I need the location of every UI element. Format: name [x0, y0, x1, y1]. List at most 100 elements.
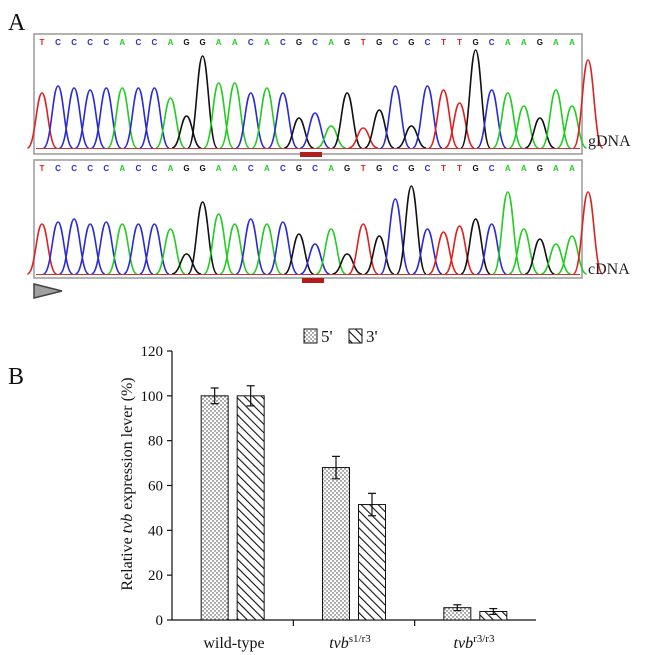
base-call: A	[168, 38, 174, 47]
base-call: A	[553, 164, 559, 173]
y-tick-label: 20	[148, 568, 163, 584]
trace-peak	[476, 89, 508, 149]
trace-peak	[26, 92, 58, 149]
base-call: C	[87, 164, 93, 173]
trace-peak	[90, 87, 122, 149]
base-call: C	[248, 164, 254, 173]
base-call: G	[376, 164, 382, 173]
trace-peak	[364, 235, 395, 275]
y-tick-label: 40	[148, 523, 163, 539]
bar-3p	[358, 504, 386, 621]
panel-a-label: A	[8, 10, 26, 36]
trace-peak	[219, 223, 251, 275]
base-call: G	[408, 164, 414, 173]
legend-label-3p: 3'	[366, 327, 378, 346]
base-call: A	[569, 164, 575, 173]
trace-peak	[444, 102, 475, 149]
trace-peak	[58, 87, 90, 149]
base-call: G	[473, 38, 479, 47]
trace-peak	[91, 221, 122, 275]
trace-peak	[122, 223, 154, 275]
base-call: G	[199, 38, 205, 47]
trace-peak	[300, 243, 331, 275]
y-axis-label: Relative tvb expression lever (%)	[119, 377, 136, 590]
base-call: C	[55, 164, 61, 173]
base-call: C	[489, 38, 495, 47]
y-tick-label: 80	[148, 434, 163, 450]
trace-peak	[540, 89, 572, 149]
trace-peak	[219, 82, 251, 149]
trace-peak	[476, 223, 508, 275]
trace-peak	[235, 218, 267, 275]
base-call: C	[103, 164, 109, 173]
trace-peak	[26, 223, 58, 275]
base-call: A	[216, 164, 222, 173]
base-call: G	[344, 164, 350, 173]
trace-peak	[316, 125, 346, 149]
base-call: C	[392, 164, 398, 173]
trace-peak	[187, 201, 219, 275]
trace-peak	[379, 198, 411, 275]
trace-peak	[58, 218, 90, 275]
trace-peak	[508, 228, 539, 275]
category-label-tvb-r3-r3: tvbr3/r3	[454, 633, 495, 652]
trace-peak	[396, 125, 427, 149]
base-call: A	[232, 38, 238, 47]
base-call: A	[264, 164, 270, 173]
trace-peak	[74, 223, 106, 275]
trace-peak	[139, 223, 170, 275]
base-call: T	[40, 164, 45, 173]
trace-peak	[203, 82, 235, 149]
base-call: T	[457, 164, 462, 173]
category-label-wild-type: wild-type	[203, 635, 264, 652]
base-call: A	[119, 164, 125, 173]
trace-peak	[460, 49, 492, 149]
base-call: C	[152, 38, 158, 47]
bar-5p	[200, 395, 229, 621]
base-call: T	[441, 164, 446, 173]
base-call: G	[183, 38, 189, 47]
base-call: G	[537, 164, 543, 173]
base-call: A	[168, 164, 174, 173]
base-call: G	[376, 38, 382, 47]
trace-peak	[251, 223, 283, 275]
base-call: C	[71, 164, 77, 173]
base-call: A	[216, 38, 222, 47]
y-tick-label: 100	[141, 389, 164, 405]
trace-peak	[572, 59, 604, 149]
trace-peak	[412, 228, 443, 275]
legend-swatch-3p	[348, 328, 363, 344]
trace-peak	[412, 85, 443, 149]
chart-legend: 5' 3'	[303, 327, 378, 346]
base-call: C	[489, 164, 495, 173]
trace-peak	[444, 225, 475, 275]
trace-peak	[106, 87, 138, 149]
base-call: T	[441, 38, 446, 47]
base-call: C	[135, 38, 141, 47]
play-triangle-icon	[33, 283, 63, 299]
trace-peak	[235, 92, 267, 149]
base-call: G	[296, 38, 302, 47]
trace-peak	[556, 105, 588, 149]
base-call: C	[312, 164, 318, 173]
base-call: C	[71, 38, 77, 47]
base-call: C	[425, 38, 431, 47]
trace-peak	[300, 112, 331, 149]
trace-peak	[155, 97, 186, 149]
base-call: C	[152, 164, 158, 173]
base-call: G	[344, 38, 350, 47]
gdna-mutation-marker	[300, 152, 322, 157]
base-call: G	[408, 38, 414, 47]
trace-peak	[540, 243, 571, 275]
bar-chart-bars	[200, 385, 508, 621]
category-label-tvb-s1-r3: tvbs1/r3	[329, 633, 371, 652]
base-call: C	[392, 38, 398, 47]
trace-peak	[74, 89, 106, 149]
legend-swatch-5p	[303, 328, 318, 344]
trace-peak	[348, 127, 379, 149]
trace-peak	[122, 87, 154, 149]
gdna-label: gDNA	[588, 133, 631, 150]
y-tick-label: 60	[148, 479, 163, 495]
base-call: G	[473, 164, 479, 173]
